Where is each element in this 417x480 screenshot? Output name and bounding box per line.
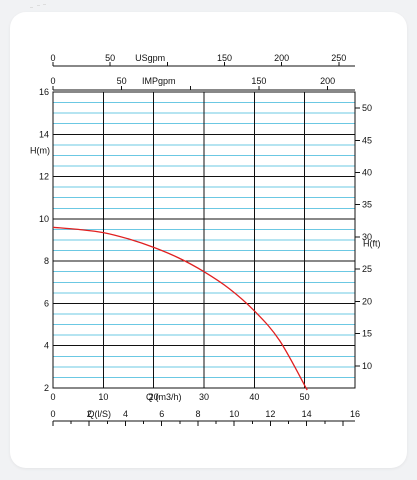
- x-tick-label: 0: [50, 392, 55, 402]
- usgpm-tick-label: 250: [331, 53, 346, 63]
- y2-tick-label: 40: [362, 168, 372, 178]
- usgpm-axis-label: USgpm: [135, 53, 165, 63]
- y-tick-label: 10: [39, 214, 49, 224]
- impgpm-tick-label: 50: [117, 76, 127, 86]
- y-tick-label: 2: [44, 383, 49, 393]
- usgpm-tick-label: 200: [274, 53, 289, 63]
- y2-tick-label: 15: [362, 329, 372, 339]
- y2-tick-label: 30: [362, 232, 372, 242]
- y2-tick-label: 10: [362, 361, 372, 371]
- y-tick-label: 6: [44, 298, 49, 308]
- impgpm-tick-label: 150: [251, 76, 266, 86]
- ls-axis-label: Q(l/S): [88, 409, 112, 419]
- pump-performance-chart: 246810121416H(m)101520253035404550H(ft)0…: [30, 53, 381, 426]
- x-tick-label: 50: [300, 392, 310, 402]
- y2-tick-label: 20: [362, 296, 372, 306]
- ls-tick-label: 10: [229, 409, 239, 419]
- y-tick-label: 8: [44, 256, 49, 266]
- x-tick-label: 30: [199, 392, 209, 402]
- usgpm-tick-label: 150: [217, 53, 232, 63]
- ls-tick-label: 2: [87, 409, 92, 419]
- performance-curve: [52, 226, 308, 391]
- x-tick-label: 20: [149, 392, 159, 402]
- y2-tick-label: 35: [362, 200, 372, 210]
- y-tick-label: 12: [39, 172, 49, 182]
- y2-axis-label: H(ft): [363, 238, 381, 248]
- y2-tick-label: 45: [362, 135, 372, 145]
- ls-tick-label: 8: [195, 409, 200, 419]
- x-tick-label: 40: [249, 392, 259, 402]
- usgpm-tick-label: 50: [105, 53, 115, 63]
- y-tick-label: 16: [39, 87, 49, 97]
- corner-mark: [43, 4, 46, 5]
- y-axis-label: H(m): [30, 145, 50, 155]
- y-tick-label: 4: [44, 341, 49, 351]
- impgpm-axis-label: IMPgpm: [142, 76, 176, 86]
- corner-mark: [30, 7, 33, 8]
- y2-tick-label: 25: [362, 264, 372, 274]
- corner-mark: [37, 5, 40, 6]
- impgpm-tick-label: 200: [320, 76, 335, 86]
- ls-tick-label: 14: [302, 409, 312, 419]
- plot-frame: [52, 91, 356, 389]
- y-tick-label: 14: [39, 129, 49, 139]
- ls-tick-label: 6: [159, 409, 164, 419]
- ls-tick-label: 12: [265, 409, 275, 419]
- chart-card: 2 4 6 8 10 12 14 16 H(m) 10 15 20 25 30 35 40 45 50 H(ft) 0…: [10, 12, 407, 468]
- y2-tick-label: 50: [362, 103, 372, 113]
- ls-tick-label: 4: [123, 409, 128, 419]
- x-tick-label: 10: [98, 392, 108, 402]
- ls-tick-label: 16: [350, 409, 360, 419]
- ls-tick-label: 0: [50, 409, 55, 419]
- impgpm-tick-label: 0: [50, 76, 55, 86]
- x-axis-label: Q (m3/h): [146, 392, 182, 402]
- usgpm-tick-label: 0: [50, 53, 55, 63]
